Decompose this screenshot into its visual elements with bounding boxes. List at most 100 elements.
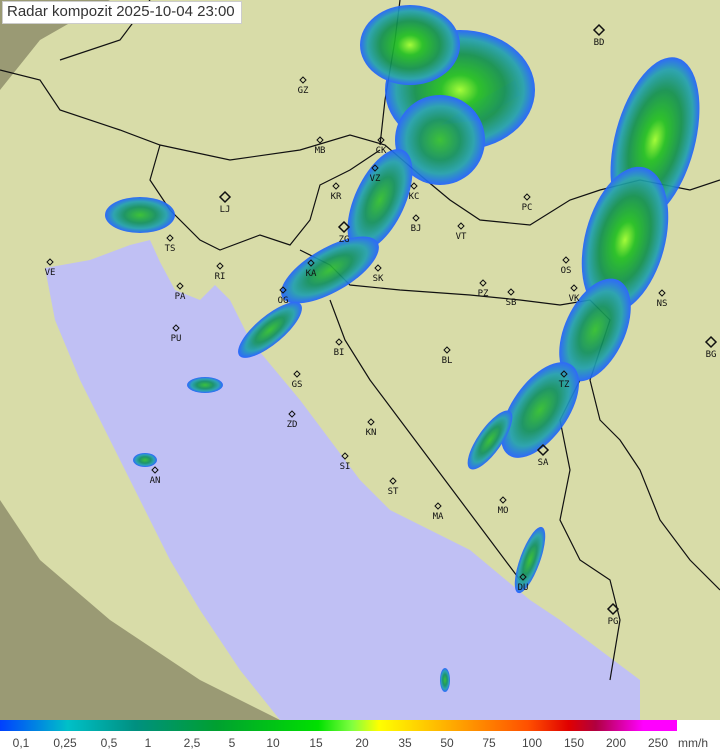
city-marker-icon (335, 338, 343, 346)
city-marker-icon (332, 182, 340, 190)
legend-tick: 50 (440, 736, 454, 750)
city-label: PC (522, 203, 533, 213)
city-label: BJ (411, 224, 422, 234)
city-label: VE (45, 268, 56, 278)
city-marker-icon (218, 190, 232, 204)
legend-tick: 75 (482, 736, 496, 750)
legend-tick: 0,5 (100, 736, 118, 750)
city-marker-icon (443, 346, 451, 354)
city-marker-icon (606, 602, 620, 616)
city-marker-icon (216, 262, 224, 270)
city-label: OG (278, 296, 289, 306)
legend-tick: 10 (266, 736, 280, 750)
city-marker-icon (293, 370, 301, 378)
city-marker-icon (570, 284, 578, 292)
city-label: NS (657, 299, 668, 309)
city-label: KN (366, 428, 377, 438)
legend-tick: 100 (521, 736, 543, 750)
city-label: LJ (220, 205, 231, 215)
city-marker-icon (307, 259, 315, 267)
city-marker-icon (176, 282, 184, 290)
city-marker-icon (337, 220, 351, 234)
city-label: ZD (287, 420, 298, 430)
city-marker-icon (279, 286, 287, 294)
city-marker-icon (316, 136, 324, 144)
city-marker-icon (592, 23, 606, 37)
city-marker-icon (374, 264, 382, 272)
city-label: ST (388, 487, 399, 497)
map-title: Radar kompozit 2025-10-04 23:00 (2, 1, 242, 24)
city-marker-icon (479, 279, 487, 287)
city-label: TS (165, 244, 176, 254)
city-marker-icon (507, 288, 515, 296)
legend-tick: 20 (355, 736, 369, 750)
legend-tick: 200 (605, 736, 627, 750)
legend-tick: 1 (144, 736, 152, 750)
legend-tick: 0,25 (53, 736, 77, 750)
city-marker-icon (658, 289, 666, 297)
city-label: TZ (559, 380, 570, 390)
city-label: VT (456, 232, 467, 242)
city-marker-icon (434, 502, 442, 510)
city-label: VK (569, 294, 580, 304)
city-markers: BD GZ MB CK VZ KR KC LJ TS ZG BJ VT PC VE RI KA SK PA PZ SB… (45, 23, 718, 627)
legend-tick: 35 (398, 736, 412, 750)
city-label: KR (331, 192, 342, 202)
city-label: OS (561, 266, 572, 276)
radar-echoes (105, 5, 700, 692)
city-label: GS (292, 380, 303, 390)
city-label: DU (518, 583, 529, 593)
legend-unit: mm/h (678, 736, 708, 750)
city-label: BD (594, 38, 605, 48)
city-label: SA (538, 458, 549, 468)
city-label: PG (608, 617, 619, 627)
city-marker-icon (410, 182, 418, 190)
city-marker-icon (299, 76, 307, 84)
city-marker-icon (389, 477, 397, 485)
city-label: MO (498, 506, 509, 516)
legend-tick: 5 (228, 736, 236, 750)
city-label: RI (215, 272, 226, 282)
city-label: BI (334, 348, 345, 358)
city-marker-icon (704, 335, 718, 349)
city-label: BL (442, 356, 453, 366)
city-label: SI (340, 462, 351, 472)
city-marker-icon (536, 443, 550, 457)
city-label: SB (506, 298, 517, 308)
city-label: PA (175, 292, 186, 302)
precipitation-legend: 0,1 0,25 0,5 1 2,5 5 10 15 20 35 50 75 100 150 200 250 m… (0, 720, 720, 751)
city-label: PU (171, 334, 182, 344)
city-marker-icon (172, 324, 180, 332)
city-marker-icon (151, 466, 159, 474)
city-label: SK (373, 274, 384, 284)
city-marker-icon (341, 452, 349, 460)
legend-tick: 0,1 (12, 736, 30, 750)
city-label: MB (315, 146, 326, 156)
city-marker-icon (562, 256, 570, 264)
city-marker-icon (371, 164, 379, 172)
city-marker-icon (560, 370, 568, 378)
legend-tick: 15 (309, 736, 323, 750)
city-label: CK (376, 146, 387, 156)
city-label: PZ (478, 289, 489, 299)
legend-tick: 250 (647, 736, 669, 750)
city-label: KC (409, 192, 420, 202)
city-label: ZG (339, 235, 350, 245)
city-label: GZ (298, 86, 309, 96)
city-marker-icon (523, 193, 531, 201)
legend-tick: 150 (563, 736, 585, 750)
city-marker-icon (412, 214, 420, 222)
city-label: VZ (370, 174, 381, 184)
radar-map[interactable]: BD GZ MB CK VZ KR KC LJ TS ZG BJ VT PC VE RI KA SK PA PZ SB… (0, 0, 720, 720)
city-marker-icon (46, 258, 54, 266)
city-marker-icon (457, 222, 465, 230)
city-label: MA (433, 512, 444, 522)
city-label: KA (306, 269, 317, 279)
city-marker-icon (377, 136, 385, 144)
city-marker-icon (499, 496, 507, 504)
city-label: AN (150, 476, 161, 486)
city-marker-icon (519, 573, 527, 581)
city-marker-icon (166, 234, 174, 242)
city-marker-icon (367, 418, 375, 426)
